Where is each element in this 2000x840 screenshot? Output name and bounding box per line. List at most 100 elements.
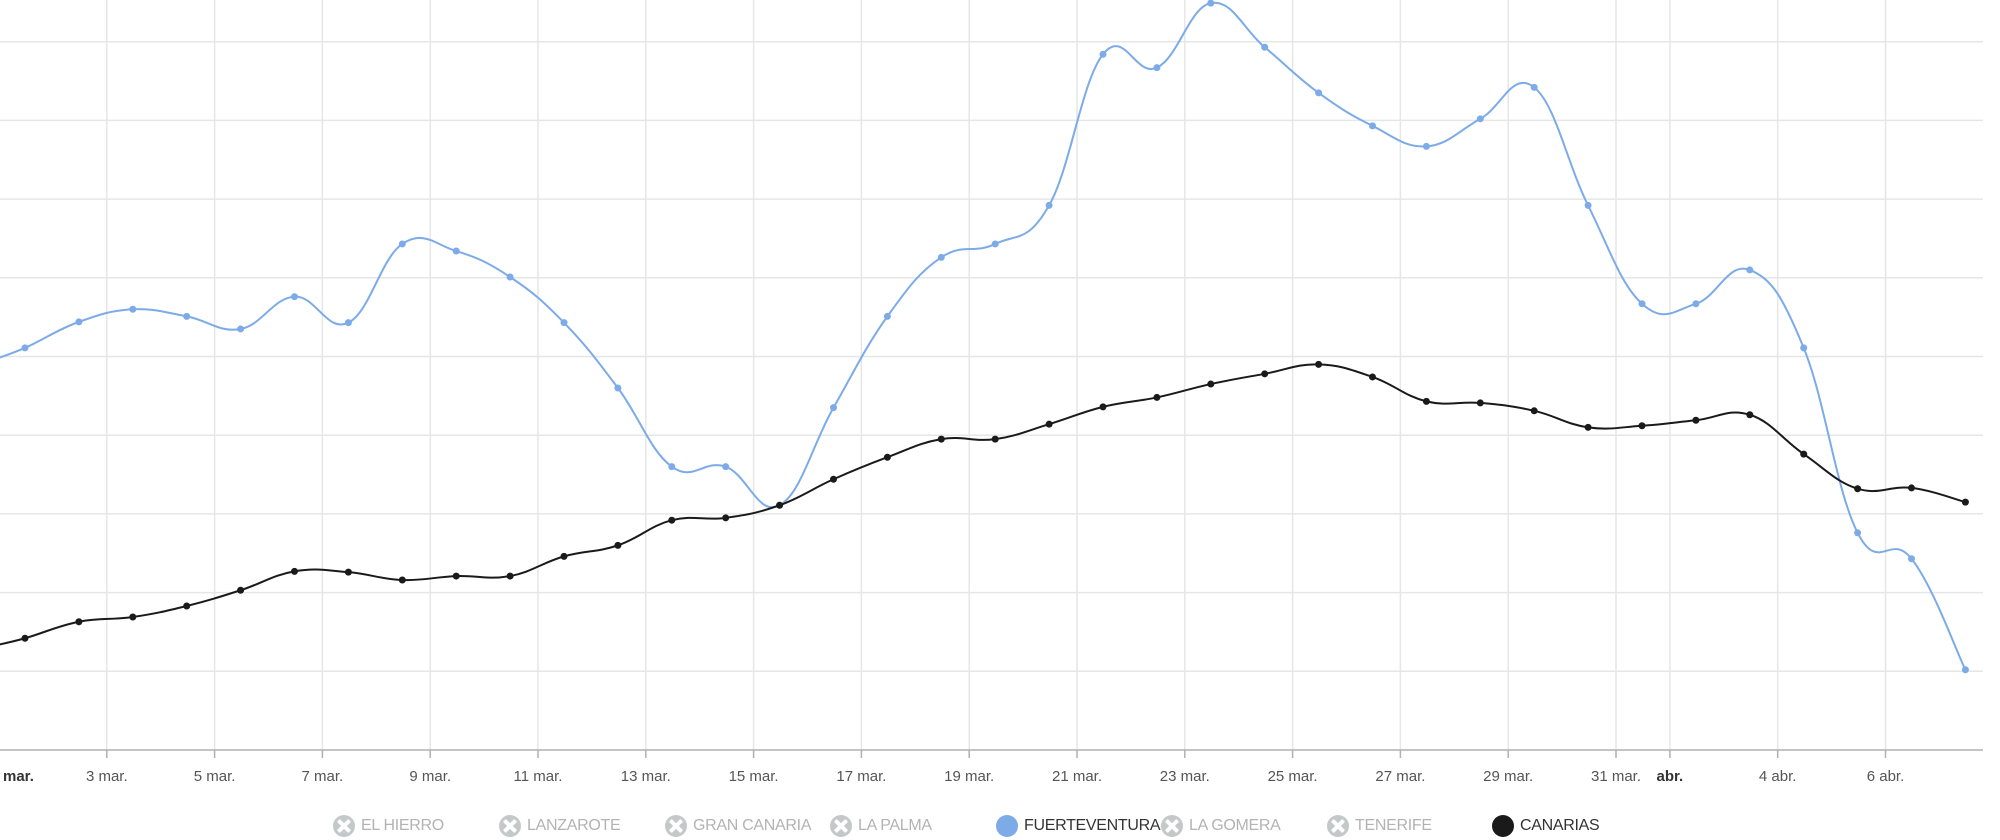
data-point[interactable]: CANARIAS — 8 mar.: 2.16 xyxy=(398,576,406,584)
legend-item-tenerife[interactable]: TENERIFE xyxy=(1327,812,1432,840)
data-point[interactable]: FUERTEVENTURA — 12 mar.: 4.6 xyxy=(614,384,622,392)
data-point[interactable]: CANARIAS — 29 mar.: 4.31 xyxy=(1530,407,1538,415)
legend-label: GRAN CANARIA xyxy=(693,817,812,834)
data-point[interactable]: FUERTEVENTURA — 18 mar.: 6.26 xyxy=(937,253,945,261)
data-point[interactable]: FUERTEVENTURA — 22 mar.: 8.67 xyxy=(1153,64,1161,72)
data-point[interactable]: CANARIAS — 31 mar.: 4.12 xyxy=(1638,422,1646,430)
data-point[interactable]: FUERTEVENTURA — 25 mar.: 8.35 xyxy=(1315,89,1323,97)
x-axis-label: 9 mar. xyxy=(409,768,451,785)
data-point[interactable]: CANARIAS — 6 mar.: 2.27 xyxy=(291,567,298,575)
data-point[interactable]: CANARIAS — 9 mar.: 2.21 xyxy=(452,572,460,580)
data-point[interactable]: CANARIAS — 3 abr.: 3.76 xyxy=(1800,450,1808,458)
data-point[interactable]: CANARIAS — 15 mar.: 3.11 xyxy=(776,501,784,509)
data-point[interactable]: CANARIAS — 10 mar.: 2.21 xyxy=(506,572,514,580)
data-point[interactable]: FUERTEVENTURA — 2 abr.: 6.1 xyxy=(1746,266,1754,274)
legend-item-el-hierro[interactable]: EL HIERRO xyxy=(333,812,444,840)
data-point[interactable]: CANARIAS — 5 mar.: 2.03 xyxy=(237,586,245,594)
x-axis-label: 19 mar. xyxy=(944,768,994,785)
data-point[interactable]: CANARIAS — 28 mar.: 4.41 xyxy=(1476,399,1484,407)
data-point[interactable]: FUERTEVENTURA — 27 mar.: 7.67 xyxy=(1422,142,1430,150)
data-point[interactable]: CANARIAS — 22 mar.: 4.48 xyxy=(1153,393,1161,401)
data-point[interactable]: FUERTEVENTURA — 11 mar.: 5.43 xyxy=(560,319,568,327)
legend-label: EL HIERRO xyxy=(361,817,444,834)
data-point[interactable]: CANARIAS — 3 mar.: 1.69 xyxy=(129,613,137,621)
data-point[interactable]: FUERTEVENTURA — 21 mar.: 8.84 xyxy=(1099,50,1107,58)
data-point[interactable]: CANARIAS — 2 mar.: 1.63 xyxy=(75,618,83,626)
legend-item-canarias[interactable]: CANARIAS xyxy=(1492,812,1600,840)
data-point[interactable]: CANARIAS — 12 mar.: 2.6 xyxy=(614,541,622,549)
data-point[interactable]: FUERTEVENTURA — 19 mar.: 6.43 xyxy=(991,240,999,248)
data-point[interactable]: FUERTEVENTURA — 30 mar.: 6.92 xyxy=(1584,201,1592,209)
data-point[interactable]: FUERTEVENTURA — 1 abr.: 5.67 xyxy=(1692,300,1700,308)
data-point[interactable]: CANARIAS — 7 mar.: 2.26 xyxy=(344,568,352,576)
data-point[interactable]: CANARIAS — 26 mar.: 4.74 xyxy=(1369,373,1376,381)
data-point[interactable]: CANARIAS — 19 mar.: 3.95 xyxy=(991,435,999,443)
hidden-series-x-icon xyxy=(1161,815,1183,837)
data-point[interactable]: FUERTEVENTURA — 8 mar.: 6.43 xyxy=(398,240,406,248)
data-point[interactable]: CANARIAS — 5 abr.: 3.33 xyxy=(1908,484,1915,492)
x-axis-label: 21 mar. xyxy=(1052,768,1102,785)
data-point[interactable]: FUERTEVENTURA — 5 abr.: 2.43 xyxy=(1908,555,1915,563)
data-point[interactable]: FUERTEVENTURA — 3 abr.: 5.11 xyxy=(1800,344,1808,352)
data-point[interactable]: FUERTEVENTURA — 17 mar.: 5.51 xyxy=(883,312,891,320)
data-point[interactable]: FUERTEVENTURA — 6 abr.: 1.02 xyxy=(1961,666,1969,674)
x-axis-label: 7 mar. xyxy=(302,768,344,785)
data-point[interactable]: FUERTEVENTURA — 13 mar.: 3.6 xyxy=(668,463,676,471)
data-point[interactable]: FUERTEVENTURA — 9 mar.: 6.34 xyxy=(452,247,460,255)
series-canarias: CANARIAS — 1 mar.: 1.42 CANARIAS — 2 mar.… xyxy=(0,360,1969,646)
data-point[interactable]: FUERTEVENTURA — 4 mar.: 5.51 xyxy=(183,312,191,320)
data-point[interactable]: FUERTEVENTURA — 29 mar.: 8.42 xyxy=(1530,83,1538,91)
chart-legend: EL HIERRO LANZAROTE GRAN CANARIA LA PALMA FU… xyxy=(0,812,2000,840)
data-point[interactable]: CANARIAS — 4 mar.: 1.83 xyxy=(183,602,191,610)
data-point[interactable]: FUERTEVENTURA — 10 mar.: 6.01 xyxy=(506,273,514,281)
chart-plot-area[interactable]: mar. 3 mar. 5 mar. 7 mar. 9 mar. 11 mar. 13 ma… xyxy=(0,0,2000,800)
data-point[interactable]: FUERTEVENTURA — 4 abr.: 2.76 xyxy=(1854,529,1862,537)
data-point[interactable]: FUERTEVENTURA — 16 mar.: 4.35 xyxy=(830,404,837,412)
data-point[interactable]: CANARIAS — 17 mar.: 3.72 xyxy=(883,453,891,461)
data-point[interactable]: FUERTEVENTURA — 3 mar.: 5.6 xyxy=(129,305,137,313)
data-point[interactable]: FUERTEVENTURA — 5 mar.: 5.35 xyxy=(237,325,245,333)
data-point[interactable]: CANARIAS — 27 mar.: 4.43 xyxy=(1422,397,1430,405)
data-point[interactable]: CANARIAS — 14 mar.: 2.95 xyxy=(722,514,730,522)
hidden-series-x-icon xyxy=(665,815,687,837)
data-point[interactable]: FUERTEVENTURA — 31 mar.: 5.67 xyxy=(1638,300,1646,308)
data-point[interactable]: CANARIAS — 24 mar.: 4.78 xyxy=(1261,370,1269,378)
data-point[interactable]: FUERTEVENTURA — 23 mar.: 9.49 xyxy=(1207,0,1215,7)
data-point[interactable]: FUERTEVENTURA — 2 mar.: 5.44 xyxy=(75,318,83,326)
x-axis-label: 5 mar. xyxy=(194,768,236,785)
legend-item-lanzarote[interactable]: LANZAROTE xyxy=(499,812,621,840)
legend-item-gran-canaria[interactable]: GRAN CANARIA xyxy=(665,812,812,840)
legend-label: TENERIFE xyxy=(1355,817,1432,834)
data-point[interactable]: CANARIAS — 2 abr.: 4.26 xyxy=(1746,411,1754,419)
data-point[interactable]: FUERTEVENTURA — 1 mar.: 5.11 xyxy=(21,344,29,352)
data-point[interactable]: FUERTEVENTURA — 14 mar.: 3.6 xyxy=(722,463,730,471)
data-point[interactable]: CANARIAS — 21 mar.: 4.36 xyxy=(1099,403,1107,411)
legend-item-fuerteventura[interactable]: FUERTEVENTURA xyxy=(996,812,1161,840)
legend-item-la-palma[interactable]: LA PALMA xyxy=(830,812,932,840)
data-point[interactable]: FUERTEVENTURA — 6 mar.: 5.76 xyxy=(291,293,298,301)
data-point[interactable]: CANARIAS — 6 abr.: 3.15 xyxy=(1961,498,1969,506)
data-point[interactable]: FUERTEVENTURA — 28 mar.: 8.02 xyxy=(1476,115,1484,123)
data-point[interactable]: FUERTEVENTURA — 26 mar.: 7.93 xyxy=(1369,122,1376,130)
data-point[interactable]: CANARIAS — 20 mar.: 4.14 xyxy=(1045,420,1053,428)
hidden-series-x-icon xyxy=(333,815,355,837)
data-point[interactable]: FUERTEVENTURA — 24 mar.: 8.93 xyxy=(1261,43,1269,51)
data-point[interactable]: CANARIAS — 13 mar.: 2.92 xyxy=(668,516,676,524)
data-point[interactable]: CANARIAS — 11 mar.: 2.46 xyxy=(560,552,568,560)
data-point[interactable]: FUERTEVENTURA — 20 mar.: 6.92 xyxy=(1045,201,1053,209)
x-axis-label: mar. xyxy=(3,768,34,785)
x-axis-label: 11 mar. xyxy=(514,768,563,785)
x-axis-label: 27 mar. xyxy=(1375,768,1425,785)
data-point[interactable]: CANARIAS — 1 mar.: 1.42 xyxy=(21,634,29,642)
legend-label: LANZAROTE xyxy=(527,817,621,834)
data-point[interactable]: FUERTEVENTURA — 7 mar.: 5.43 xyxy=(344,319,352,327)
data-point[interactable]: CANARIAS — 25 mar.: 4.9 xyxy=(1315,360,1323,368)
data-point[interactable]: CANARIAS — 4 abr.: 3.32 xyxy=(1854,485,1862,493)
data-point[interactable]: CANARIAS — 1 abr.: 4.19 xyxy=(1692,416,1700,424)
data-point[interactable]: CANARIAS — 18 mar.: 3.95 xyxy=(937,435,945,443)
data-point[interactable]: CANARIAS — 30 mar.: 4.1 xyxy=(1584,423,1592,431)
data-point[interactable]: CANARIAS — 16 mar.: 3.44 xyxy=(830,475,837,483)
data-point[interactable]: CANARIAS — 23 mar.: 4.65 xyxy=(1207,380,1215,388)
legend-item-la-gomera[interactable]: LA GOMERA xyxy=(1161,812,1281,840)
